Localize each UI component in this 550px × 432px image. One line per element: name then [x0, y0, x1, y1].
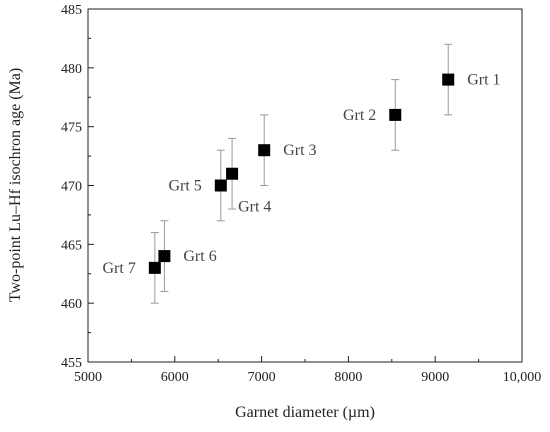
x-tick-label: 5000 [74, 370, 102, 385]
x-tick-label: 7000 [248, 370, 276, 385]
y-axis-ticks: 455 460 465 470 475 480 485 [61, 3, 94, 371]
data-point: Grt 5 [168, 149, 227, 222]
x-axis-ticks: 5000 6000 7000 8000 9000 10,000 [74, 356, 541, 385]
y-tick-label: 480 [61, 62, 82, 77]
y-tick-label: 460 [61, 297, 82, 312]
x-tick-label: 10,000 [503, 370, 542, 385]
point-label: Grt 2 [343, 107, 376, 124]
point-label: Grt 1 [467, 72, 500, 89]
data-point: Grt 3 [258, 114, 317, 186]
y-tick-label: 470 [61, 180, 82, 195]
y-tick-label: 475 [61, 121, 82, 136]
data-point: Grt 1 [442, 43, 501, 116]
square-marker [158, 250, 171, 263]
point-label: Grt 7 [103, 260, 136, 277]
y-tick-label: 455 [61, 356, 82, 371]
data-point: Grt 6 [158, 220, 217, 292]
data-point: Grt 4 [226, 137, 271, 216]
data-points: Grt 1 Grt 2 Grt 3 Grt 4 Grt 5 Grt 6 Grt 7 [103, 43, 501, 304]
square-marker [148, 261, 161, 274]
point-label: Grt 3 [283, 142, 316, 159]
point-label: Grt 4 [238, 199, 271, 216]
y-tick-label: 465 [61, 238, 82, 253]
x-tick-label: 9000 [421, 370, 449, 385]
point-label: Grt 6 [183, 248, 216, 265]
x-tick-label: 8000 [334, 370, 362, 385]
plot-frame [87, 8, 523, 363]
data-point: Grt 7 [103, 232, 161, 304]
square-marker [226, 167, 239, 180]
y-tick-label: 485 [61, 3, 82, 18]
square-marker [442, 73, 455, 86]
x-tick-label: 6000 [161, 370, 189, 385]
y-axis-label: Two-point Lu–Hf isochron age (Ma) [7, 68, 24, 302]
square-marker [258, 144, 271, 157]
point-label: Grt 5 [168, 178, 201, 195]
data-point: Grt 2 [343, 79, 402, 151]
x-axis-label: Garnet diameter (µm) [235, 404, 375, 421]
square-marker [389, 108, 402, 121]
square-marker [214, 179, 227, 192]
